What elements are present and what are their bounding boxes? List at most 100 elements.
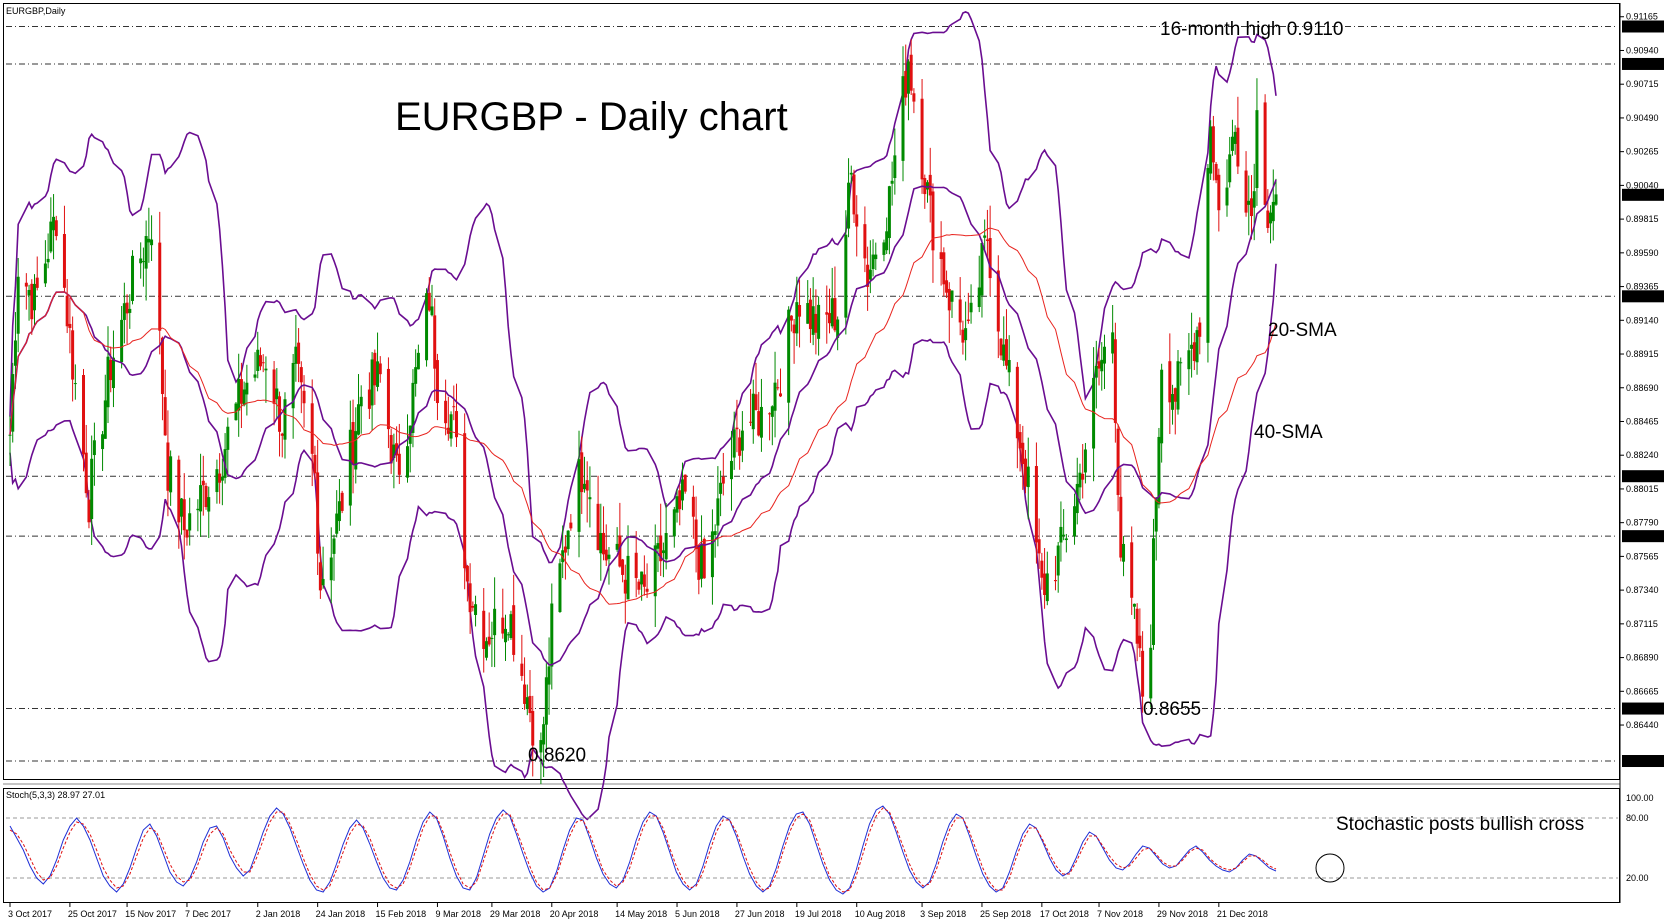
candle-body bbox=[1097, 361, 1101, 369]
candle-body bbox=[1083, 449, 1087, 473]
candle-body bbox=[340, 492, 344, 511]
candle-body bbox=[141, 261, 145, 263]
candle-body bbox=[24, 282, 28, 287]
candle-body bbox=[768, 413, 772, 415]
candle-body bbox=[1195, 330, 1199, 363]
candle-body bbox=[906, 61, 910, 94]
candle-body bbox=[928, 174, 932, 196]
candle-body bbox=[836, 319, 840, 338]
price-tick-label: 0.87790 bbox=[1626, 518, 1659, 528]
candle-body bbox=[1190, 344, 1194, 349]
sma40-label: 40-SMA bbox=[1254, 422, 1323, 443]
candle-body bbox=[678, 490, 682, 510]
date-tick-label: 5 Jun 2018 bbox=[675, 909, 720, 919]
candle-body bbox=[329, 557, 333, 581]
candle-body bbox=[770, 406, 774, 417]
candle-body bbox=[615, 543, 619, 550]
candle-body bbox=[474, 604, 478, 615]
level-tag bbox=[1622, 20, 1664, 33]
candle-body bbox=[367, 389, 371, 409]
candle-body bbox=[278, 396, 282, 432]
candle-body bbox=[964, 328, 968, 341]
candle-body bbox=[642, 574, 646, 587]
candle-body bbox=[182, 499, 186, 531]
candle-body bbox=[1094, 365, 1098, 378]
candle-body bbox=[729, 460, 733, 480]
candle-body bbox=[1004, 339, 1008, 366]
candle-body bbox=[13, 340, 17, 366]
candle-body bbox=[71, 330, 75, 380]
candle-body bbox=[939, 252, 943, 260]
candle-body bbox=[1171, 394, 1175, 410]
candle-body bbox=[623, 579, 627, 594]
candle-body bbox=[1119, 496, 1123, 558]
date-tick-label: 9 Mar 2018 bbox=[435, 909, 481, 919]
candle-body bbox=[1043, 573, 1047, 596]
stoch-k-line bbox=[9, 805, 1277, 895]
price-tick-label: 0.88690 bbox=[1626, 383, 1659, 393]
candle-body bbox=[487, 636, 491, 645]
candle-body bbox=[49, 221, 53, 252]
candle-body bbox=[128, 308, 132, 313]
candle-body bbox=[258, 355, 262, 367]
candle-body bbox=[710, 531, 714, 578]
candle-body bbox=[150, 239, 154, 246]
bullish-cross-marker bbox=[1315, 853, 1345, 883]
candle-body bbox=[188, 513, 192, 531]
candle-body bbox=[1026, 466, 1030, 488]
candle-body bbox=[942, 252, 946, 285]
candle-body bbox=[1078, 472, 1082, 488]
candle-body bbox=[792, 324, 796, 334]
candle-body bbox=[542, 724, 546, 745]
candle-body bbox=[397, 453, 401, 475]
candle-body bbox=[580, 452, 584, 493]
candle-body bbox=[264, 368, 268, 371]
candle-body bbox=[201, 480, 205, 486]
price-tick-label: 0.89590 bbox=[1626, 248, 1659, 258]
candle-body bbox=[1122, 543, 1126, 562]
candle-body bbox=[1132, 603, 1136, 607]
candle-body bbox=[199, 485, 203, 512]
candle-body bbox=[378, 363, 382, 375]
candle-body bbox=[414, 367, 418, 384]
candle-body bbox=[1130, 542, 1134, 598]
candle-body bbox=[103, 400, 107, 439]
candle-body bbox=[359, 396, 363, 407]
candle-body bbox=[316, 472, 320, 554]
candle-body bbox=[653, 545, 657, 597]
date-tick-label: 25 Oct 2017 bbox=[68, 909, 117, 919]
level-tag bbox=[1622, 702, 1664, 715]
price-tick-label: 0.88015 bbox=[1626, 484, 1659, 494]
candle-body bbox=[806, 303, 810, 324]
candle-body bbox=[1151, 538, 1155, 645]
stochastic-oscillator: 100.00 80.00 20.00 bbox=[6, 793, 1654, 895]
sma-40-line bbox=[9, 227, 1277, 605]
candle-body bbox=[640, 571, 644, 585]
candle-body bbox=[484, 641, 488, 658]
candle-body bbox=[523, 684, 527, 704]
candle-body bbox=[1034, 465, 1038, 543]
date-tick-label: 10 Aug 2018 bbox=[855, 909, 906, 919]
candle-body bbox=[847, 182, 851, 229]
candle-body bbox=[566, 530, 570, 550]
candle-body bbox=[626, 555, 630, 600]
candle-body bbox=[599, 533, 603, 554]
candle-body bbox=[680, 479, 684, 501]
candle-body bbox=[348, 429, 352, 506]
stoch-d-line bbox=[9, 807, 1277, 893]
candle-body bbox=[773, 382, 777, 411]
candle-body bbox=[106, 356, 110, 408]
candle-body bbox=[386, 368, 390, 430]
bollinger-upper bbox=[9, 11, 1277, 564]
candle-body bbox=[558, 563, 562, 612]
candle-body bbox=[863, 224, 867, 259]
date-tick-label: 2 Jan 2018 bbox=[256, 909, 301, 919]
candle-body bbox=[272, 369, 276, 404]
candle-body bbox=[980, 242, 984, 296]
candle-body bbox=[1116, 428, 1120, 496]
candle-body bbox=[8, 434, 12, 436]
candle-body bbox=[1113, 339, 1117, 423]
price-axis: 0.91165 0.90940 0.90715 0.90490 0.90265 0.900… bbox=[1620, 12, 1659, 730]
candle-body bbox=[700, 544, 704, 579]
candle-body bbox=[844, 234, 848, 318]
